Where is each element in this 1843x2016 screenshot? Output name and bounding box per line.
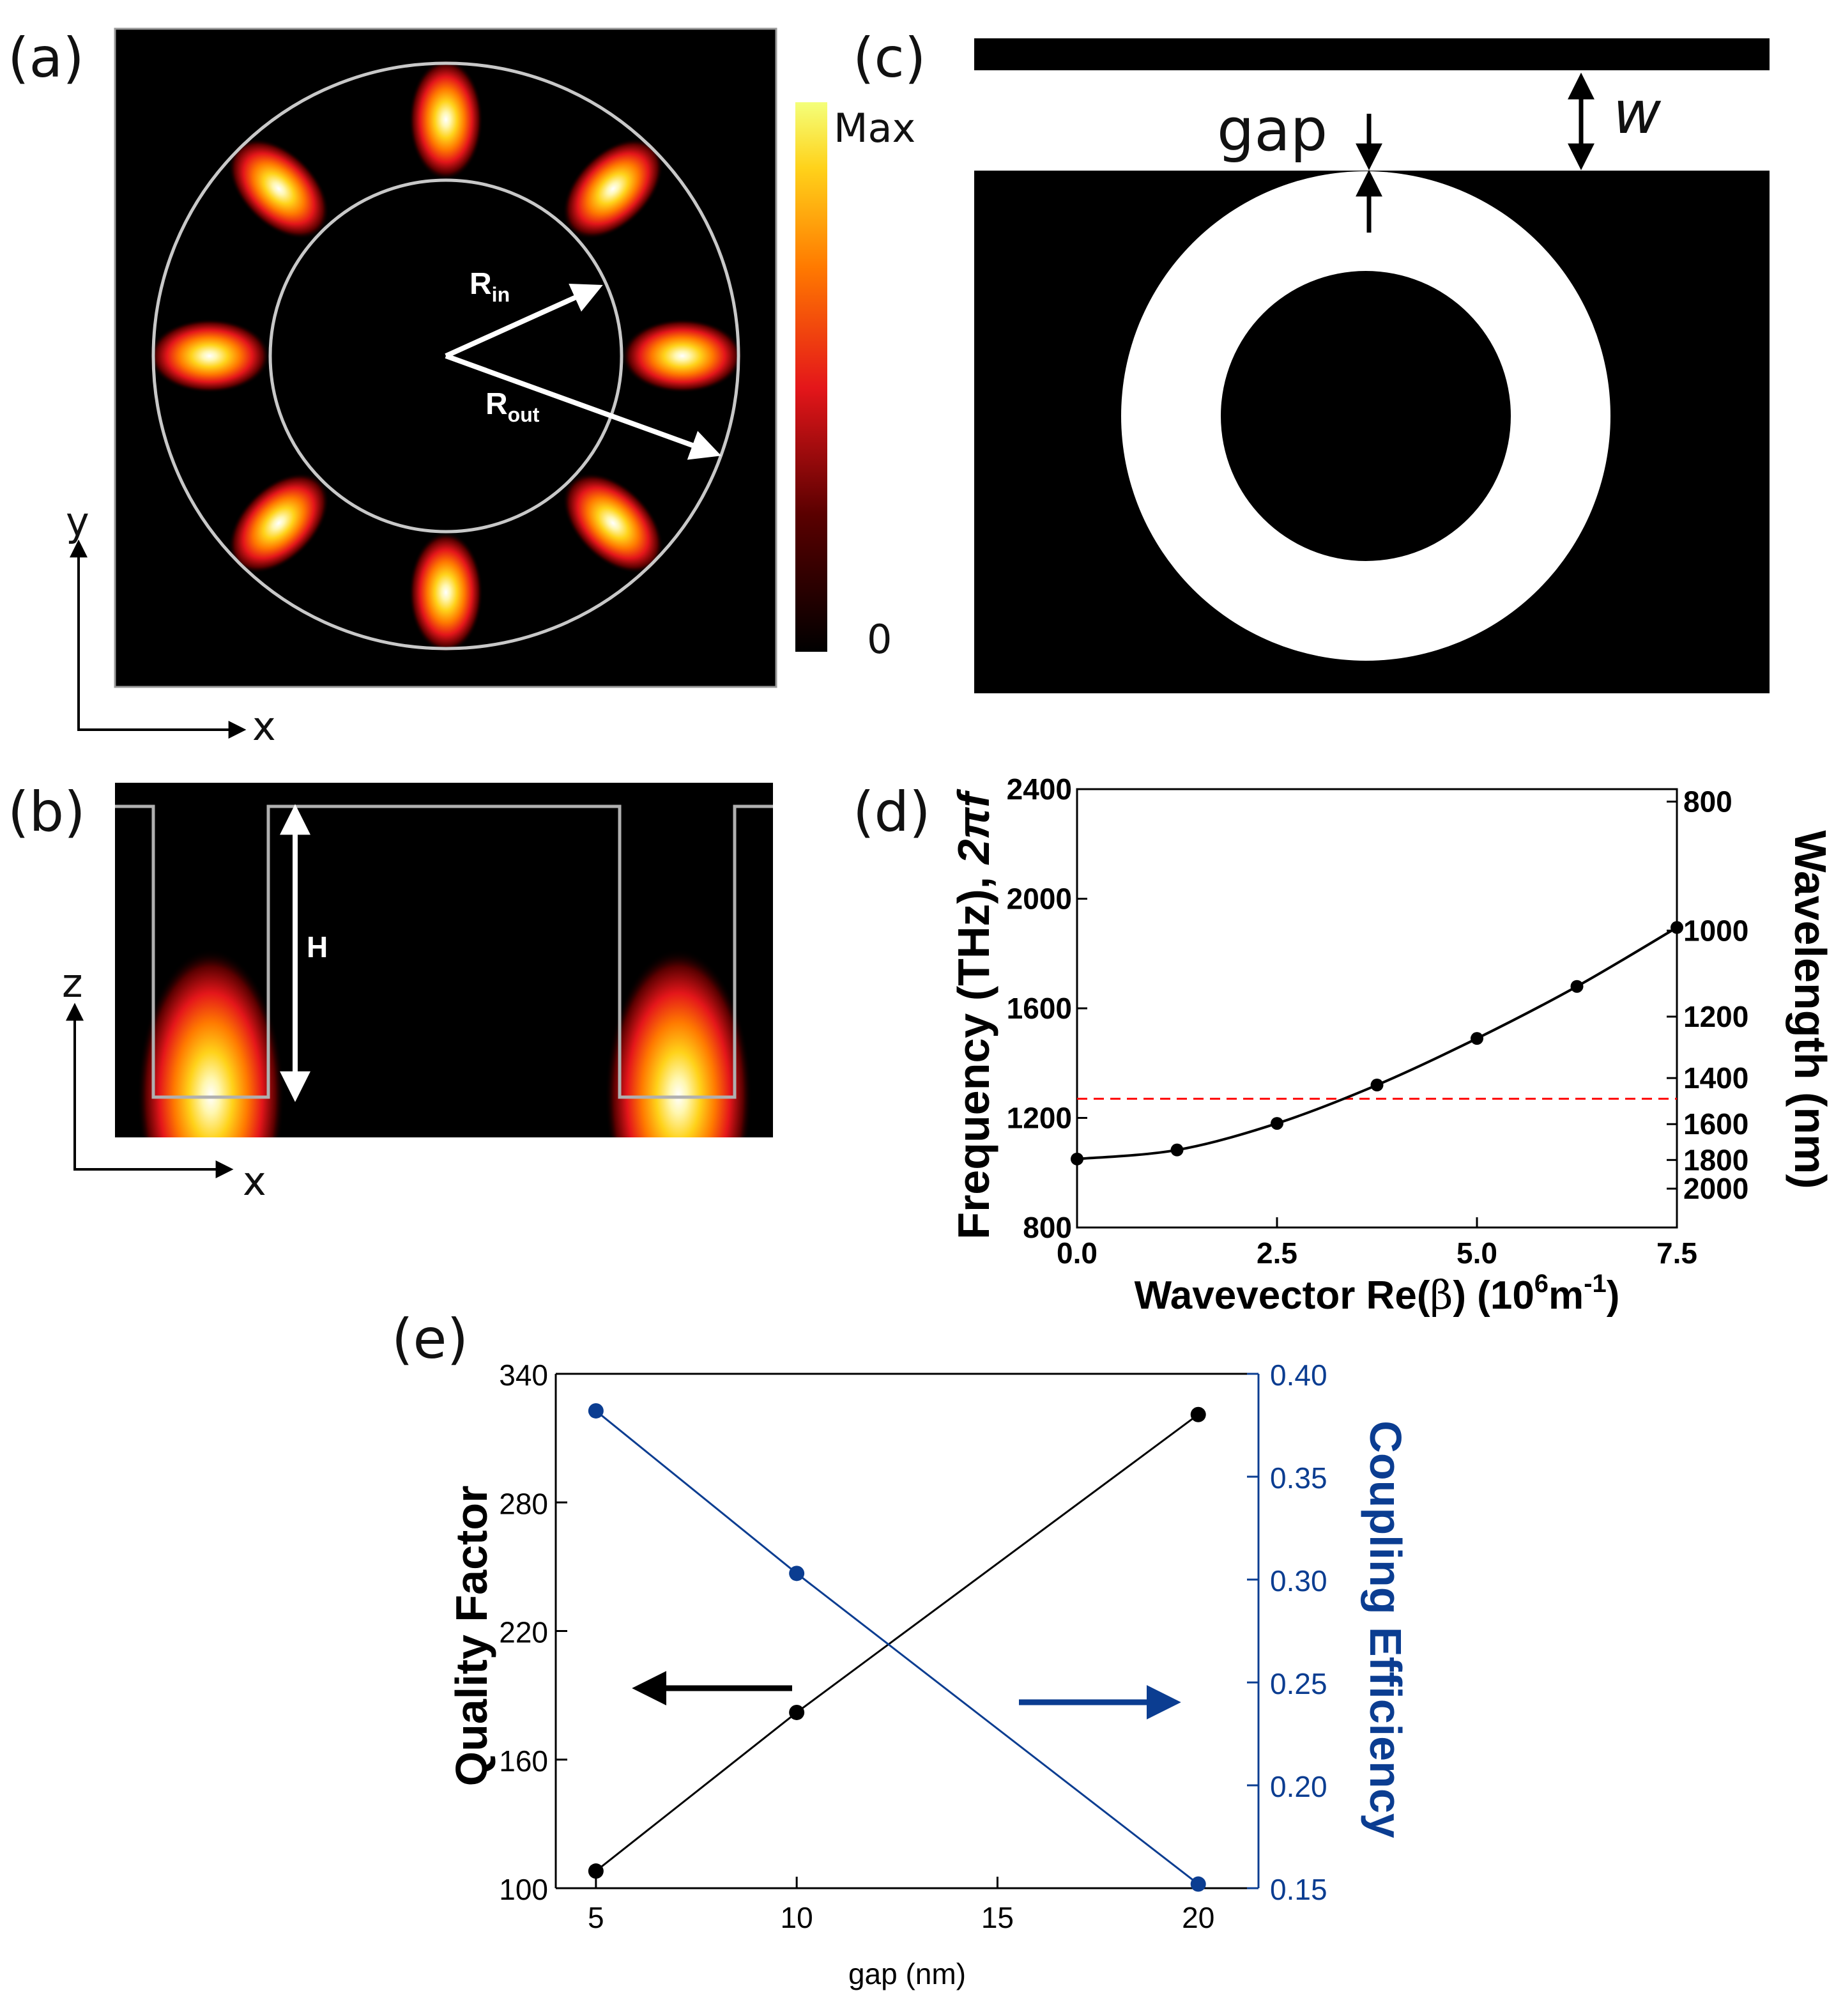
axis-z-label: z [62, 960, 83, 1006]
x-tick-label: 2.5 [1257, 1236, 1297, 1270]
y2-tick-label: 0.20 [1270, 1770, 1327, 1803]
y-tick-label: 1600 [1007, 992, 1072, 1025]
panel-b-label: (b) [8, 780, 86, 844]
mode-lobes [149, 59, 743, 653]
y-axis-label: Frequency (THz), 2πf [949, 789, 998, 1240]
y-tick-label: 800 [1023, 1211, 1072, 1244]
y-tick-label: 1200 [1007, 1102, 1072, 1135]
mode-lobe [409, 532, 483, 653]
y2-tick-label: 1800 [1683, 1143, 1748, 1176]
mode-lobe [149, 319, 270, 393]
dispersion-point [1071, 1152, 1083, 1166]
x-axis-label: Wavevector Re(β) (106m-1) [1135, 1270, 1620, 1318]
y2-tick-label: 0.40 [1270, 1358, 1327, 1392]
dispersion-point [1471, 1032, 1483, 1045]
y2-tick-label: 1200 [1683, 1000, 1748, 1033]
coupling-efficiency-point [789, 1566, 805, 1581]
dispersion-point [1370, 1079, 1384, 1092]
panel-a: (a) Rin Rout Max 0 y x [8, 26, 915, 750]
panel-a-label: (a) [8, 26, 84, 90]
x-tick-label: 15 [981, 1901, 1014, 1934]
r-out-label: Rout [486, 387, 540, 426]
ring-inner-hole [1221, 271, 1511, 561]
x-tick-label: 5 [588, 1901, 604, 1934]
quality-factor-point [789, 1704, 805, 1720]
waveguide-outline [115, 804, 773, 1099]
axis-x-label-b: x [243, 1158, 266, 1204]
bus-waveguide [974, 38, 1770, 70]
mode-lobe [622, 319, 743, 393]
y-tick-label: 2400 [1007, 773, 1072, 806]
gap-label: gap [1217, 96, 1327, 164]
quality-factor-point [1190, 1406, 1206, 1422]
y-tick-label: 100 [499, 1873, 548, 1906]
left-waveguide-field [137, 949, 284, 1137]
panel-e-label: (e) [392, 1307, 468, 1371]
y-tick-label: 280 [499, 1487, 548, 1520]
panel-d-chart: (d) 0.0 2.5 5.0 7.5 800 1200 1600 2000 2400 800 10… [853, 773, 1835, 1318]
height-label: H [307, 930, 328, 964]
dispersion-point [1570, 980, 1584, 993]
x-tick-label: 0.0 [1057, 1236, 1097, 1270]
quality-factor-point [588, 1863, 604, 1879]
dispersion-point [1671, 921, 1683, 934]
y2-tick-label: 1400 [1683, 1061, 1748, 1095]
y-tick-label: 340 [499, 1358, 548, 1392]
x-tick-label: 20 [1182, 1901, 1214, 1934]
y2-tick-label: 800 [1683, 785, 1732, 818]
r-in-label: Rin [470, 267, 510, 306]
y2-tick-label: 2000 [1683, 1172, 1748, 1205]
r-in-arrow [445, 283, 603, 358]
mode-lobe [409, 59, 483, 180]
inner-ring-boundary [268, 178, 623, 534]
y2-axis-label: Wavelength (nm) [1786, 830, 1835, 1189]
plot-frame [1076, 788, 1678, 1229]
r-out-arrow [445, 353, 722, 460]
mode-lobe [562, 472, 664, 574]
panel-d-label: (d) [853, 780, 931, 844]
dispersion-point [1271, 1117, 1283, 1130]
y2-axis-label: Coupling Efficiency [1361, 1420, 1411, 1838]
colorbar-min-label: 0 [867, 616, 892, 663]
y2-tick-label: 1600 [1683, 1107, 1748, 1141]
x-tick-label: 10 [781, 1901, 813, 1934]
dispersion-curve [1076, 926, 1678, 1160]
right-waveguide-field [605, 949, 752, 1137]
panel-e-chart: (e) 5 10 15 20 100 160 220 280 340 0.15 0.20 0.25 0.… [392, 1307, 1411, 1990]
y2-tick-label: 0.25 [1270, 1667, 1327, 1700]
y2-tick-label: 1000 [1683, 914, 1748, 947]
coupling-efficiency-point [1190, 1876, 1206, 1892]
y2-tick-label: 0.30 [1270, 1564, 1327, 1597]
y-tick-label: 220 [499, 1616, 548, 1649]
x-axis-label: gap (nm) [848, 1957, 966, 1990]
y-axis-label: Quality Factor [447, 1486, 496, 1787]
outer-ring-boundary [151, 61, 740, 650]
colorbar [795, 102, 827, 652]
width-label: w [1613, 79, 1662, 147]
x-tick-label: 7.5 [1656, 1236, 1697, 1270]
dispersion-point [1170, 1143, 1184, 1157]
x-tick-label: 5.0 [1457, 1236, 1497, 1270]
coupling-efficiency-point [588, 1403, 604, 1419]
panel-c-label: (c) [853, 26, 926, 90]
colorbar-max-label: Max [834, 105, 915, 151]
axis-y-label: y [66, 498, 89, 545]
panel-b: (b) H z x [8, 780, 773, 1204]
panel-c: (c) gap w [853, 26, 1770, 693]
y2-tick-label: 0.35 [1270, 1461, 1327, 1495]
y-tick-label: 160 [499, 1744, 548, 1778]
y-tick-label: 2000 [1007, 882, 1072, 916]
mode-lobe [562, 138, 664, 240]
axis-x-label: x [252, 703, 276, 750]
y2-tick-label: 0.15 [1270, 1873, 1327, 1906]
cross-section-field [137, 949, 752, 1137]
mode-lobe [228, 472, 330, 574]
mode-lobe [228, 138, 330, 240]
